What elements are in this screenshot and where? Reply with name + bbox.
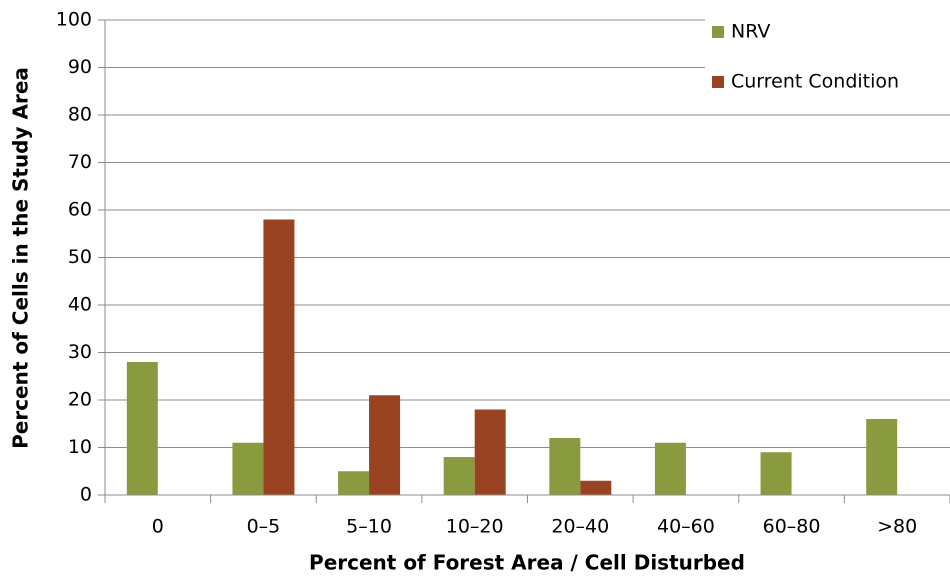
y-tick-label: 20 — [68, 389, 92, 411]
bar — [126, 362, 158, 495]
y-tick-label: 100 — [56, 9, 92, 31]
x-tick-label: 60–80 — [763, 516, 821, 538]
bar — [549, 438, 581, 495]
y-tick-label: 40 — [68, 294, 92, 316]
bar — [338, 471, 370, 495]
legend-label: Current Condition — [731, 71, 899, 93]
bar — [369, 395, 401, 495]
y-tick-label: 90 — [68, 56, 92, 78]
x-tick-label: 40–60 — [657, 516, 715, 538]
legend-label: NRV — [731, 21, 770, 43]
y-tick-label: 80 — [68, 104, 92, 126]
x-tick-label: 0 — [152, 516, 164, 538]
bar — [443, 457, 475, 495]
x-tick-label: 0–5 — [247, 516, 281, 538]
x-tick-label: 5–10 — [346, 516, 392, 538]
legend-swatch — [712, 76, 724, 88]
bar — [760, 452, 792, 495]
y-tick-label: 30 — [68, 341, 92, 363]
bar — [580, 480, 612, 495]
bar — [654, 442, 686, 495]
x-axis-title: Percent of Forest Area / Cell Disturbed — [309, 551, 745, 575]
bar — [263, 219, 295, 495]
x-tick-label: >80 — [877, 516, 917, 538]
y-tick-label: 70 — [68, 151, 92, 173]
x-tick-label: 10–20 — [446, 516, 504, 538]
bar — [866, 419, 898, 495]
y-tick-label: 10 — [68, 436, 92, 458]
legend-swatch — [712, 26, 724, 38]
y-tick-label: 60 — [68, 199, 92, 221]
y-tick-label: 0 — [80, 484, 92, 506]
legend-background — [705, 8, 950, 108]
x-tick-label: 20–40 — [551, 516, 609, 538]
bar — [474, 409, 506, 495]
bar — [232, 442, 264, 495]
y-axis-title: Percent of Cells in the Study Area — [9, 67, 33, 449]
y-tick-label: 50 — [68, 246, 92, 268]
